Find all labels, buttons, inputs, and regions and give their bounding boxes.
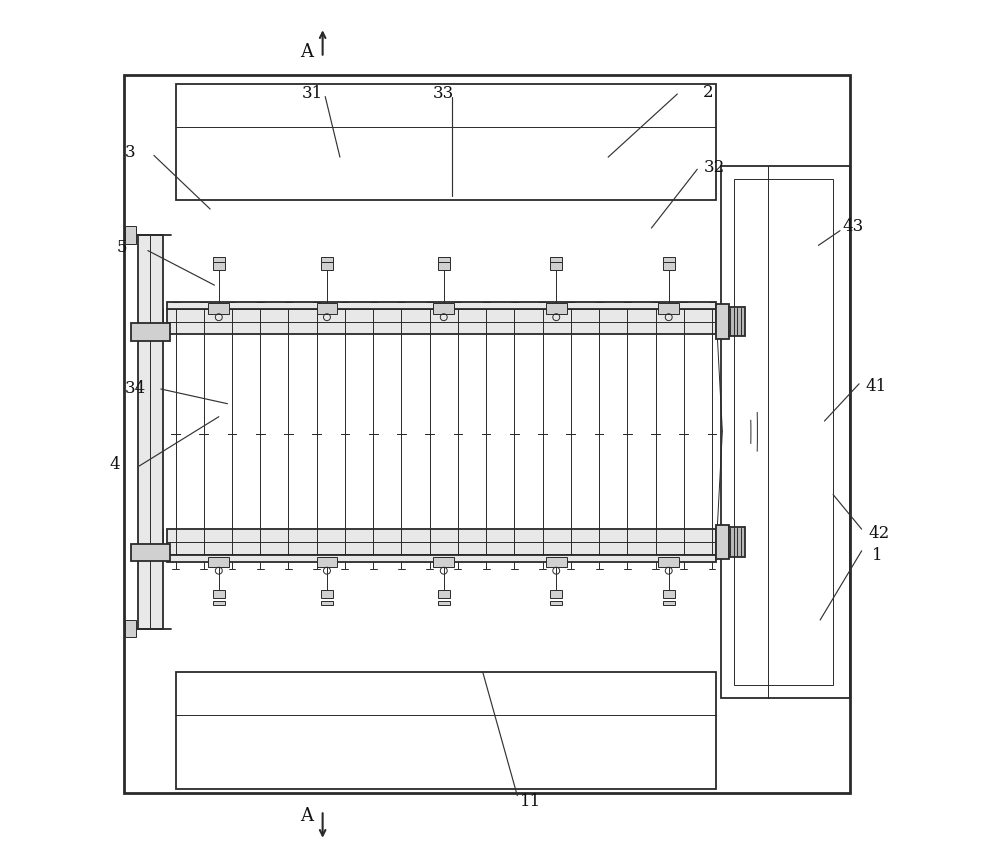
Bar bbox=[721, 166, 850, 698]
Bar bbox=[321, 258, 333, 262]
Text: 4: 4 bbox=[110, 456, 120, 473]
Bar bbox=[438, 601, 450, 605]
Bar bbox=[213, 589, 225, 597]
Text: 11: 11 bbox=[520, 793, 541, 810]
Text: A: A bbox=[301, 43, 314, 61]
Bar bbox=[167, 556, 716, 562]
Text: A: A bbox=[301, 807, 314, 825]
Bar bbox=[317, 557, 337, 568]
Bar bbox=[321, 589, 333, 597]
Bar bbox=[716, 525, 729, 560]
Text: 34: 34 bbox=[124, 379, 146, 397]
Bar bbox=[716, 304, 729, 339]
Bar bbox=[321, 601, 333, 605]
Bar bbox=[321, 262, 333, 270]
Text: 33: 33 bbox=[433, 85, 454, 102]
Bar bbox=[213, 262, 225, 270]
Bar bbox=[176, 83, 716, 201]
Bar bbox=[433, 303, 454, 313]
Bar bbox=[734, 179, 833, 685]
Text: 42: 42 bbox=[868, 525, 890, 542]
Bar bbox=[663, 258, 675, 262]
Bar bbox=[550, 601, 562, 605]
Bar bbox=[208, 557, 229, 568]
Text: 31: 31 bbox=[302, 85, 323, 102]
Bar bbox=[550, 589, 562, 597]
Bar bbox=[438, 262, 450, 270]
Bar bbox=[546, 303, 567, 313]
Bar bbox=[208, 303, 229, 313]
Bar bbox=[131, 323, 170, 340]
Text: 5: 5 bbox=[117, 240, 127, 256]
Bar bbox=[729, 528, 745, 557]
Bar bbox=[546, 557, 567, 568]
Text: 32: 32 bbox=[704, 159, 725, 176]
Bar bbox=[438, 589, 450, 597]
Bar bbox=[550, 258, 562, 262]
Text: 3: 3 bbox=[125, 144, 136, 161]
Bar bbox=[317, 303, 337, 313]
Bar bbox=[433, 557, 454, 568]
Bar bbox=[131, 544, 170, 562]
Bar bbox=[167, 529, 716, 556]
Bar bbox=[729, 306, 745, 336]
Bar bbox=[658, 557, 679, 568]
Bar bbox=[658, 303, 679, 313]
Bar bbox=[550, 262, 562, 270]
Bar bbox=[138, 235, 163, 628]
Bar bbox=[438, 258, 450, 262]
Text: 2: 2 bbox=[702, 83, 713, 101]
Text: 43: 43 bbox=[842, 218, 864, 235]
Bar bbox=[663, 601, 675, 605]
Text: 41: 41 bbox=[866, 378, 887, 395]
Bar bbox=[125, 620, 136, 637]
Bar bbox=[663, 589, 675, 597]
Bar bbox=[213, 258, 225, 262]
Bar bbox=[176, 672, 716, 789]
Bar bbox=[663, 262, 675, 270]
Text: 1: 1 bbox=[872, 547, 883, 563]
Bar bbox=[167, 308, 716, 334]
Bar bbox=[125, 227, 136, 244]
Bar bbox=[124, 75, 850, 793]
Bar bbox=[167, 301, 716, 308]
Bar bbox=[213, 601, 225, 605]
